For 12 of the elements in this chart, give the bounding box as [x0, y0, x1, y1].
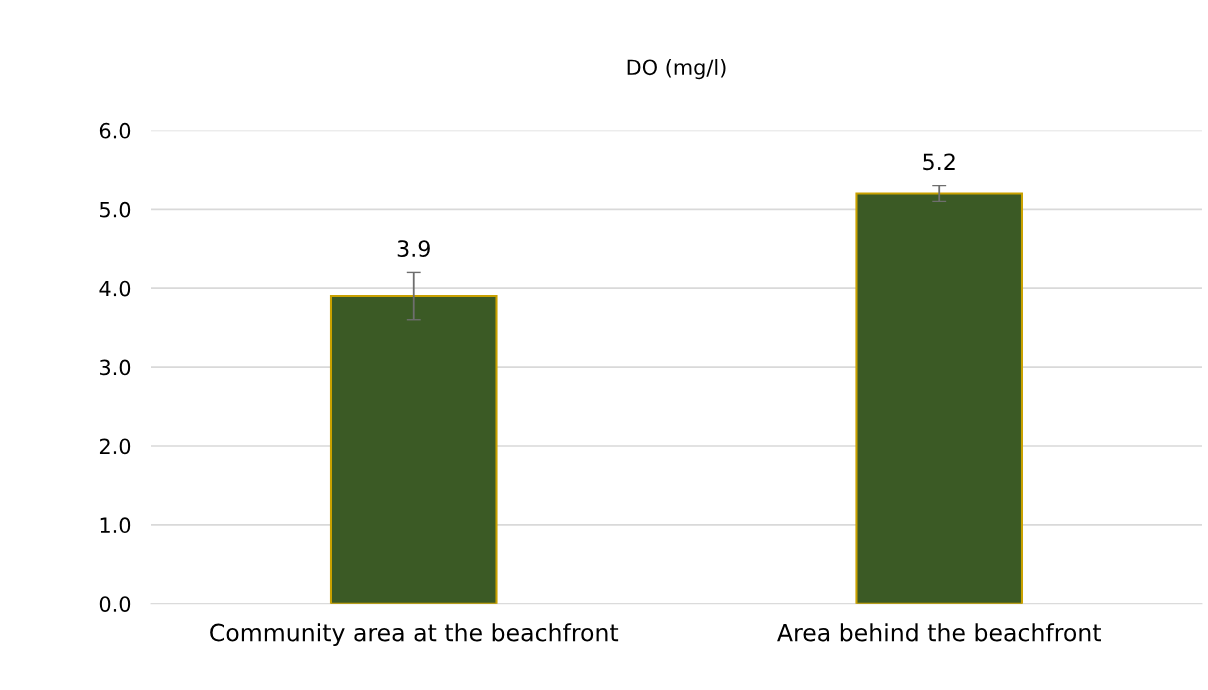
y-tick-label: 5.0 — [100, 201, 131, 218]
y-tick-label: 1.0 — [100, 517, 131, 534]
y-tick-label: 4.0 — [99, 280, 131, 297]
x-tick-label: Area behind the beachfront — [777, 623, 1101, 642]
y-tick-label: 0.0 — [99, 596, 131, 612]
y-tick-label: 2.0 — [99, 438, 131, 455]
data-label: 3.9 — [397, 240, 430, 257]
chart-title: DO (mg/l) — [627, 59, 726, 80]
data-label: 5.2 — [923, 153, 955, 171]
y-tick-label: 6.0 — [99, 122, 131, 139]
x-tick-label: Community area at the beachfront — [210, 623, 619, 647]
y-tick-label: 3.0 — [100, 359, 131, 376]
